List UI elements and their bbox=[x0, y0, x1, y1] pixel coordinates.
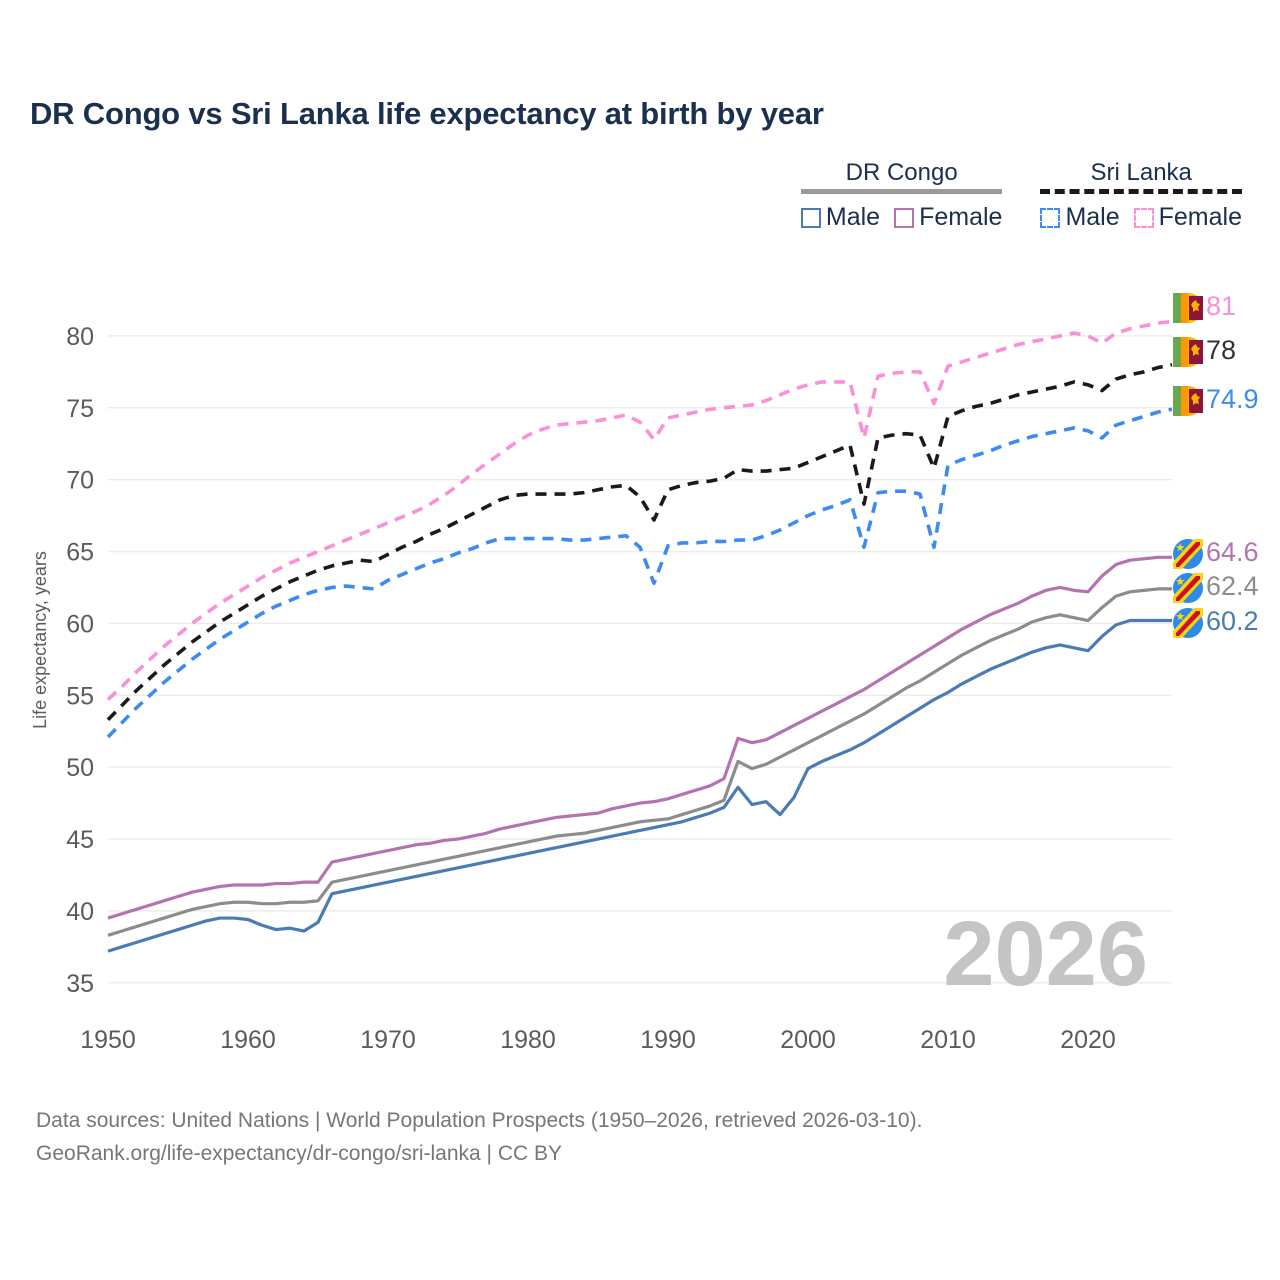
flag-icon-sri-lanka bbox=[1173, 293, 1203, 323]
legend-group-title: Sri Lanka bbox=[1090, 159, 1192, 186]
series-line-dr-congo-total bbox=[107, 587, 1172, 937]
y-tick-label: 50 bbox=[66, 754, 94, 782]
end-label-dr-congo-male: 60.2 bbox=[1173, 606, 1259, 638]
end-label-value: 81 bbox=[1206, 291, 1236, 321]
footer-data-sources: Data sources: United Nations | World Pop… bbox=[36, 1109, 923, 1132]
legend-item-dr-congo-male[interactable]: Male bbox=[800, 203, 881, 232]
legend-group-rule bbox=[1040, 189, 1242, 195]
year-watermark: 2026 bbox=[943, 903, 1148, 1005]
legend-group-rule bbox=[800, 189, 1003, 195]
flag-icon-dr-congo bbox=[1173, 573, 1203, 603]
end-label-sri-lanka-male: 74.9 bbox=[1173, 384, 1259, 416]
y-tick-label: 55 bbox=[66, 682, 94, 710]
x-axis-tick-labels: 1950 1960 1970 1980 1990 2000 2010 2020 bbox=[80, 1026, 1116, 1054]
x-tick-label: 2020 bbox=[1060, 1026, 1116, 1054]
y-tick-label: 65 bbox=[66, 539, 94, 567]
legend-swatch-icon bbox=[894, 207, 915, 228]
legend-item-sri-lanka-female[interactable]: Female bbox=[1133, 203, 1242, 232]
legend-items: Male Female bbox=[1040, 203, 1242, 232]
x-tick-label: 2000 bbox=[780, 1026, 836, 1054]
end-label-dr-congo-total: 62.4 bbox=[1173, 571, 1259, 603]
end-label-sri-lanka-female: 81 bbox=[1173, 291, 1236, 323]
series-line-sri-lanka-male bbox=[106, 407, 1173, 739]
x-tick-label: 1990 bbox=[640, 1026, 696, 1054]
end-label-value: 78 bbox=[1206, 335, 1236, 365]
legend-item-sri-lanka-male[interactable]: Male bbox=[1040, 203, 1120, 232]
legend-swatch-icon bbox=[1133, 207, 1154, 228]
series-line-sri-lanka-total bbox=[106, 362, 1173, 721]
legend-item-label: Male bbox=[825, 203, 881, 232]
y-tick-label: 75 bbox=[66, 395, 94, 423]
page-title: DR Congo vs Sri Lanka life expectancy at… bbox=[30, 96, 824, 131]
x-tick-label: 2010 bbox=[920, 1026, 976, 1054]
x-tick-label: 1950 bbox=[80, 1026, 136, 1054]
y-tick-label: 45 bbox=[66, 826, 94, 854]
end-label-value: 62.4 bbox=[1206, 571, 1259, 601]
flag-icon-dr-congo bbox=[1173, 539, 1203, 569]
y-axis-title: Life expectancy, years bbox=[30, 551, 50, 729]
series-line-dr-congo-female bbox=[107, 555, 1172, 920]
y-tick-label: 70 bbox=[66, 467, 94, 495]
end-label-layer: 81 78 74.9 64.6 62.4 60.2 bbox=[1173, 291, 1259, 638]
x-tick-label: 1960 bbox=[220, 1026, 276, 1054]
y-axis-tick-labels: 35 40 45 50 55 60 65 70 75 80 bbox=[66, 323, 94, 998]
legend-item-dr-congo-female[interactable]: Female bbox=[894, 203, 1002, 232]
flag-icon-sri-lanka bbox=[1173, 386, 1203, 416]
legend-item-label: Female bbox=[919, 203, 1003, 232]
legend-item-label: Male bbox=[1065, 203, 1120, 232]
y-tick-label: 60 bbox=[66, 610, 94, 638]
legend-group-dr-congo: DR Congo Male Female bbox=[800, 159, 1003, 232]
chart-legend: DR Congo Male Female Sri Lanka Male Female bbox=[800, 159, 1242, 232]
legend-swatch-icon bbox=[800, 207, 821, 228]
end-label-value: 64.6 bbox=[1206, 537, 1259, 567]
legend-items: Male Female bbox=[800, 203, 1002, 232]
legend-swatch-icon bbox=[1040, 207, 1061, 228]
y-tick-label: 40 bbox=[66, 898, 94, 926]
series-line-sri-lanka-female bbox=[106, 319, 1173, 701]
legend-item-label: Female bbox=[1158, 203, 1242, 232]
x-tick-label: 1970 bbox=[360, 1026, 416, 1054]
legend-group-title: DR Congo bbox=[845, 159, 958, 186]
footer: Data sources: United Nations | World Pop… bbox=[36, 1105, 922, 1170]
end-label-dr-congo-female: 64.6 bbox=[1173, 537, 1259, 569]
y-tick-label: 35 bbox=[66, 970, 94, 998]
x-tick-label: 1980 bbox=[500, 1026, 556, 1054]
flag-icon-dr-congo bbox=[1173, 608, 1203, 638]
end-label-sri-lanka-total: 78 bbox=[1173, 335, 1236, 367]
footer-attribution: GeoRank.org/life-expectancy/dr-congo/sri… bbox=[36, 1141, 563, 1165]
y-tick-label: 80 bbox=[66, 323, 94, 351]
legend-group-sri-lanka: Sri Lanka Male Female bbox=[1040, 159, 1242, 232]
series-line-dr-congo-male bbox=[107, 618, 1172, 953]
flag-icon-sri-lanka bbox=[1173, 337, 1203, 367]
chart-series-layer bbox=[106, 319, 1173, 953]
end-label-value: 74.9 bbox=[1206, 384, 1259, 414]
end-label-value: 60.2 bbox=[1206, 606, 1259, 636]
